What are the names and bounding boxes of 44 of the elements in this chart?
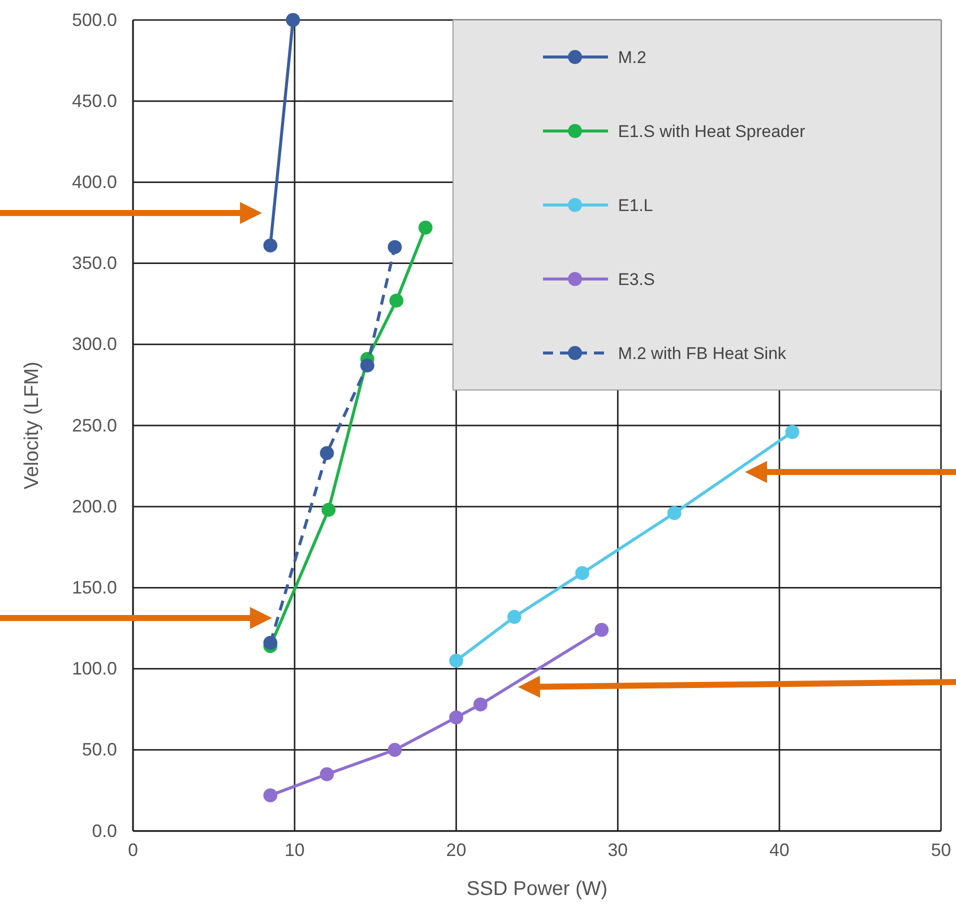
y-tick-label: 150.0 (72, 577, 117, 598)
point (418, 220, 432, 235)
point (263, 238, 278, 252)
y-tick-label: 0.0 (92, 820, 117, 841)
point (322, 502, 336, 517)
y-tick-label: 450.0 (72, 90, 117, 111)
point (785, 424, 800, 439)
point (389, 294, 404, 308)
point (594, 622, 609, 637)
legend-label: E1.S with Heat Spreader (618, 122, 806, 141)
x-tick-label: 30 (608, 840, 628, 860)
point (449, 710, 464, 724)
point (320, 767, 334, 782)
point (473, 697, 488, 712)
point (507, 610, 522, 624)
y-tick-label: 100.0 (72, 658, 117, 679)
point (320, 446, 334, 460)
y-tick-label: 400.0 (72, 172, 117, 192)
x-tick-label: 50 (930, 840, 952, 860)
point (449, 654, 464, 668)
point (575, 566, 590, 580)
x-tick-label: 20 (446, 840, 466, 860)
point (667, 506, 682, 520)
point (263, 636, 278, 650)
legend-label: M.2 with FB Heat Sink (618, 344, 787, 363)
x-axis-title: SSD Power (W) (466, 878, 608, 900)
x-tick-label: 0 (128, 840, 138, 860)
x-tick-label: 10 (284, 840, 305, 860)
y-tick-label: 500.0 (72, 10, 117, 30)
legend-label: E1.L (618, 196, 653, 215)
point (388, 240, 402, 254)
legend-label: E3.S (618, 270, 655, 289)
point (360, 358, 374, 372)
point (388, 742, 402, 757)
y-axis-title: Velocity (LFM) (21, 362, 43, 490)
y-tick-label: 350.0 (72, 253, 117, 274)
y-tick-label: 200.0 (72, 496, 117, 516)
x-tick-label: 40 (769, 840, 790, 860)
y-tick-label: 50.0 (82, 740, 117, 760)
y-tick-label: 250.0 (72, 415, 117, 436)
point (263, 788, 278, 802)
y-tick-label: 300.0 (72, 334, 117, 354)
point (286, 13, 300, 27)
legend-label: M.2 (618, 48, 646, 67)
